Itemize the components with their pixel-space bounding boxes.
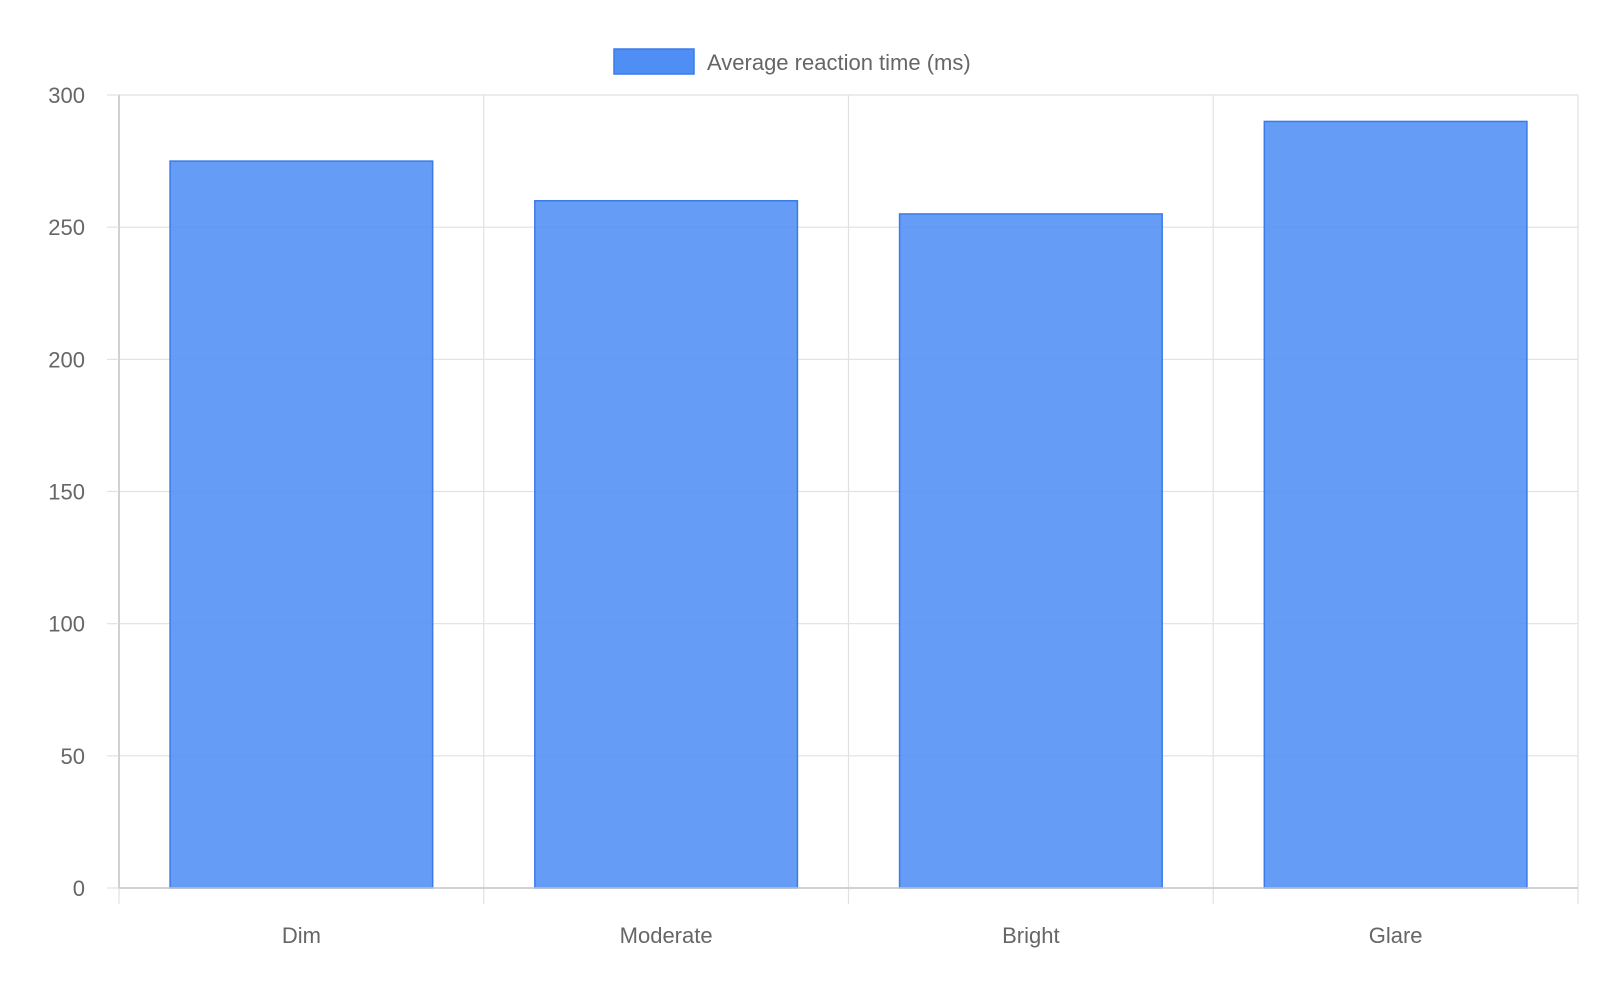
legend-label: Average reaction time (ms): [707, 50, 971, 75]
x-tick-label: Moderate: [620, 923, 713, 948]
y-tick-label: 300: [48, 83, 85, 108]
x-axis-ticks: Dim Moderate Bright Glare: [282, 923, 1423, 948]
x-tick-label: Bright: [1002, 923, 1059, 948]
x-tick-label: Dim: [282, 923, 321, 948]
y-tick-label: 200: [48, 347, 85, 372]
bar-bright: [898, 213, 1163, 889]
y-tick-label: 0: [73, 876, 85, 901]
legend: Average reaction time (ms): [613, 48, 971, 75]
bars: [169, 120, 1528, 889]
y-axis-ticks: 0 50 100 150 200 250 300: [48, 83, 119, 901]
y-tick-label: 150: [48, 480, 85, 505]
bar-moderate: [534, 199, 799, 889]
y-tick-label: 100: [48, 612, 85, 637]
legend-swatch: [613, 48, 695, 75]
y-tick-label: 50: [61, 744, 85, 769]
bar-dim: [169, 160, 434, 889]
bar-glare: [1263, 120, 1528, 889]
x-tick-label: Glare: [1369, 923, 1423, 948]
y-tick-label: 250: [48, 215, 85, 240]
